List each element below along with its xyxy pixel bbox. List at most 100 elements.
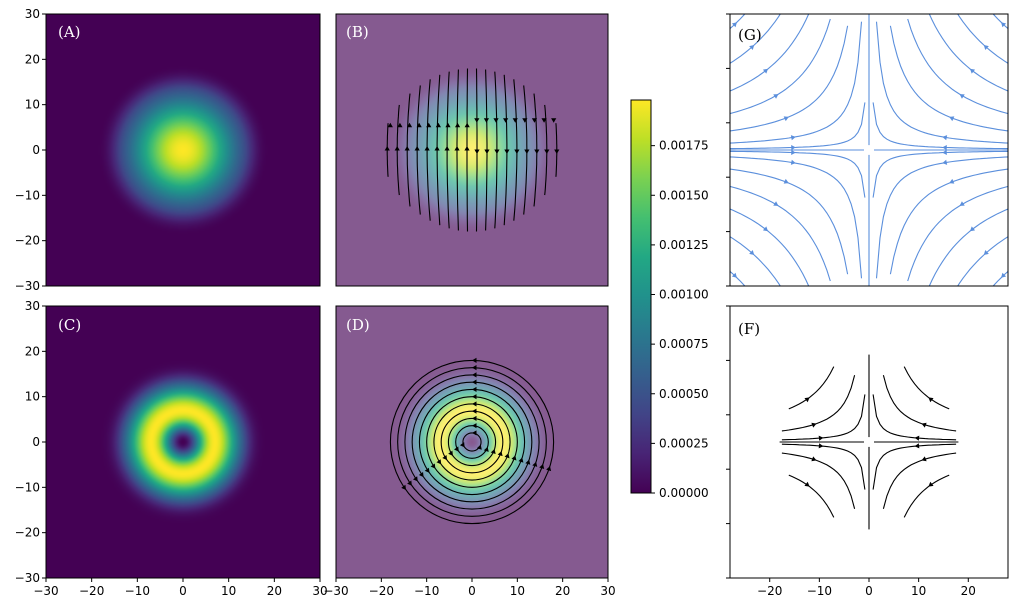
heatmap-A [46,14,320,286]
streamlines-B [384,68,560,232]
streamline [781,375,856,432]
streamline-arrow [749,44,755,50]
streamline-arrow [942,135,948,141]
streamline-arrow [416,122,422,128]
streamline [730,236,781,286]
xtick-label: 0 [468,584,476,598]
streamline-arrow [436,459,442,465]
streamline-arrow [472,423,477,429]
panel-B: (B) [335,13,609,287]
xtick-label: 10 [510,584,525,598]
streamline-arrow [534,149,540,154]
streamline-arrow [483,446,489,452]
colorbar: 0.00000 0.00025 0.00050 0.00075 0.00100 0.001… [630,99,709,500]
streamline-arrow [434,146,440,151]
streamline-arrow [544,149,550,154]
streamline [872,443,957,490]
streamline-arrow [790,135,796,141]
streamline [889,25,1008,132]
streamlines-D [389,357,555,525]
colorbar-bar [630,99,652,494]
streamline-arrow [464,122,470,128]
panel-label-B: (B) [346,23,369,41]
streamline [781,394,866,441]
xtick-label: −10 [414,584,439,598]
colorbar-tick-label: 0.00125 [659,238,709,252]
streamline-arrow [494,149,500,154]
panel-F: (F) −20 −10 0 10 20 [726,305,1009,598]
streamline [957,14,1008,64]
streamline-arrow [928,481,934,487]
streamline-arrow [497,451,503,457]
streamline-arrow [406,122,413,128]
streamline-arrow [435,122,441,128]
streamline-arrow [921,456,927,462]
streamline-arrow [790,159,796,165]
streamline-arrow [511,455,517,461]
panel-A: (A) 30 20 10 0 −10 −20 −30 [15,7,321,293]
xtick-label: −20 [369,584,394,598]
streamline-arrow [414,146,420,151]
streamline [730,21,863,144]
streamline-arrow [818,435,824,441]
streamline [730,14,810,92]
streamline-arrow [504,453,510,459]
streamlines-F [779,354,959,530]
streamline [875,156,1008,279]
ytick-label: −30 [15,571,40,585]
xtick-label: 20 [961,584,976,598]
streamline [730,150,866,198]
panel-label-G: (G) [738,26,762,44]
streamline-arrow [791,149,796,156]
streamline-arrow [773,201,779,206]
streamline-arrow [503,118,509,123]
streamline-arrow [444,146,450,151]
xtick-label: 20 [555,584,570,598]
xtick-label: −30 [323,584,348,598]
ytick-label: 20 [25,344,40,358]
frame-G [729,13,1009,287]
ytick-label: 10 [25,390,40,404]
streamline-arrow [928,397,934,403]
streamline-arrow [493,118,499,123]
streamline-arrow [459,442,465,448]
streamline-arrow [731,272,737,278]
streamline [730,102,866,150]
streamline-arrow [539,463,545,470]
colorbar-tick-label: 0.00050 [659,387,709,401]
ytick-label: 10 [25,98,40,112]
panel-D: (D) −30 −20 −10 0 10 20 30 [323,305,616,598]
streamline-arrow [942,159,948,165]
streamline-arrow [773,94,779,99]
streamline-arrow [959,94,965,99]
xtick-label: 30 [600,584,615,598]
streamline-arrow [394,146,400,151]
streamline [957,236,1008,286]
xtick-label: 20 [267,584,282,598]
ytick-label: −10 [15,188,40,202]
streamline-arrow [921,422,927,428]
streamline-arrow [804,481,810,487]
streamline-arrow [476,444,482,450]
colorbar-tick-label: 0.00175 [659,139,709,153]
ytick-label: 30 [25,7,40,21]
streamline [730,168,849,275]
streamline-arrow [448,450,453,456]
streamline-arrow [401,484,406,490]
panel-label-C: (C) [58,316,81,334]
streamline-arrow [983,250,989,256]
streamline-arrow [472,430,477,436]
streamline-arrow [490,448,496,455]
xtick-label: 30 [312,584,327,598]
colorbar-ticks: 0.00000 0.00025 0.00050 0.00075 0.00100 0.001… [651,139,709,500]
streamline-arrow [811,456,817,462]
streamline [907,185,1008,282]
streamline-arrow [818,443,824,449]
ytick-label: 0 [32,435,40,449]
heatmap-D [336,306,608,578]
streamline-arrow [426,122,432,128]
streamline-arrow [512,118,518,123]
streamline-arrow [531,118,538,123]
streamline-arrow [472,408,477,414]
xtick-label: −30 [33,584,58,598]
